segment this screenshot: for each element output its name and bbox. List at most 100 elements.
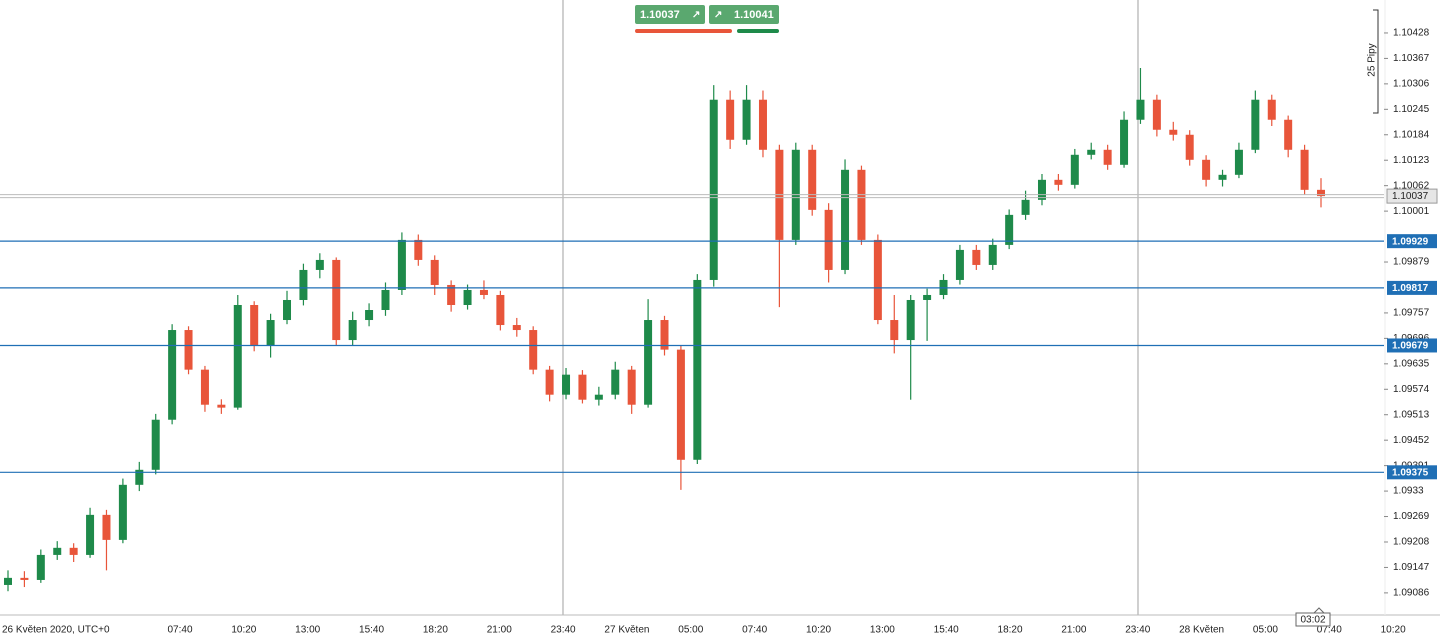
candle-body — [86, 514, 95, 555]
candle-body — [923, 294, 932, 300]
buy-price: 1.10041 — [734, 9, 774, 21]
candle-body — [693, 279, 702, 460]
x-tick-label: 18:20 — [423, 625, 448, 636]
candle-body — [168, 330, 177, 420]
candle-body — [726, 99, 735, 140]
candle-body — [758, 99, 767, 150]
candle-body — [808, 149, 817, 210]
x-tick-label: 27 Květen — [604, 625, 649, 636]
candle-body — [529, 330, 538, 370]
candle-body — [381, 289, 390, 311]
pip-ruler: 25 Pipy — [1367, 9, 1379, 114]
candle-body — [644, 320, 653, 405]
candle-body — [1070, 154, 1079, 185]
candle-body — [1136, 99, 1145, 120]
candle-body — [299, 269, 308, 300]
candle-body — [1152, 99, 1161, 130]
candle-body — [430, 259, 439, 285]
y-tick-label: 1.09269 — [1393, 511, 1430, 522]
candle-body — [53, 547, 62, 555]
candle-body — [676, 349, 685, 460]
sell-price: 1.10037 — [640, 9, 680, 21]
price-level-box — [1387, 465, 1437, 480]
sell-ratio-bar — [635, 29, 732, 33]
candle-body — [200, 369, 209, 405]
x-tick-label: 28 Květen — [1179, 625, 1224, 636]
price-widget[interactable]: 1.10037 ↗ ↗ 1.10041 — [635, 5, 779, 33]
y-tick-label: 1.09452 — [1393, 435, 1430, 446]
sell-button[interactable] — [635, 5, 705, 24]
candle-body — [742, 99, 751, 140]
time-marker: 03:02 — [1295, 607, 1331, 627]
candle-body — [1251, 99, 1260, 150]
candle-body — [857, 169, 866, 240]
candle-body — [233, 304, 242, 408]
x-tick-label: 13:00 — [870, 625, 895, 636]
candle-body — [332, 259, 341, 341]
candle-body — [545, 369, 554, 395]
y-tick-label: 1.10001 — [1393, 206, 1430, 217]
current-price-box — [1386, 188, 1438, 204]
candle-body — [496, 294, 505, 326]
candle-body — [283, 299, 292, 321]
candle-body — [1202, 159, 1211, 180]
x-tick-label: 10:20 — [231, 625, 256, 636]
candle-body — [873, 239, 882, 321]
buy-icon: ↗ — [714, 10, 722, 21]
candle-body — [1284, 119, 1293, 150]
y-tick-label: 1.10428 — [1393, 28, 1430, 39]
buy-ratio-bar — [737, 29, 779, 33]
pip-bracket — [1373, 9, 1379, 114]
buy-button[interactable] — [709, 5, 779, 24]
candle-body — [1317, 189, 1325, 197]
candle-body — [1234, 149, 1243, 175]
x-tick-label: 15:40 — [934, 625, 959, 636]
candle-body — [315, 259, 324, 270]
x-tick-label: 23:40 — [551, 625, 576, 636]
candle-body — [447, 284, 456, 305]
candle-body — [709, 99, 718, 280]
price-level-label: 1.09817 — [1392, 283, 1429, 294]
x-tick-label: 07:40 — [167, 625, 192, 636]
y-tick-label: 1.10367 — [1393, 53, 1430, 64]
y-tick-label: 1.10062 — [1393, 180, 1430, 191]
y-tick-label: 1.10184 — [1393, 129, 1430, 140]
candle-body — [512, 325, 521, 331]
y-tick-label: 1.10306 — [1393, 79, 1430, 90]
y-tick-label: 1.09757 — [1393, 308, 1430, 319]
candle-body — [1169, 129, 1178, 135]
candle-body — [20, 577, 29, 580]
candle-body — [102, 514, 111, 540]
price-level-box — [1387, 280, 1437, 295]
candle-body — [69, 547, 78, 555]
price-level-label: 1.09679 — [1392, 341, 1429, 352]
candle-body — [611, 369, 620, 395]
candle-body — [414, 239, 423, 260]
candle-body — [890, 320, 899, 341]
x-tick-label: 10:20 — [1381, 625, 1406, 636]
candle-body — [841, 169, 850, 270]
y-tick-label: 1.09635 — [1393, 358, 1430, 369]
candle-body — [1267, 99, 1276, 120]
x-tick-label: 15:40 — [359, 625, 384, 636]
y-tick-label: 1.10123 — [1393, 155, 1430, 166]
candle-body — [594, 394, 603, 400]
candle-body — [4, 577, 12, 585]
y-tick-label: 1.09879 — [1393, 257, 1430, 268]
price-level-label: 1.09929 — [1392, 236, 1429, 247]
candle-body — [988, 244, 997, 265]
candle-body — [578, 374, 587, 400]
x-tick-label: 21:00 — [487, 625, 512, 636]
candle-body — [562, 374, 571, 395]
y-tick-label: 1.09513 — [1393, 409, 1430, 420]
x-tick-label: 26 Květen 2020, UTC+0 — [2, 625, 110, 636]
y-tick-label: 1.10245 — [1393, 104, 1430, 115]
pip-label: 25 Pipy — [1367, 43, 1378, 76]
x-tick-label: 13:00 — [295, 625, 320, 636]
candle-body — [36, 554, 45, 580]
candle-body — [1185, 134, 1194, 160]
candle-body — [463, 289, 472, 305]
time-label: 03:02 — [1300, 615, 1325, 626]
candle-body — [397, 239, 406, 290]
candle-body — [660, 320, 669, 350]
